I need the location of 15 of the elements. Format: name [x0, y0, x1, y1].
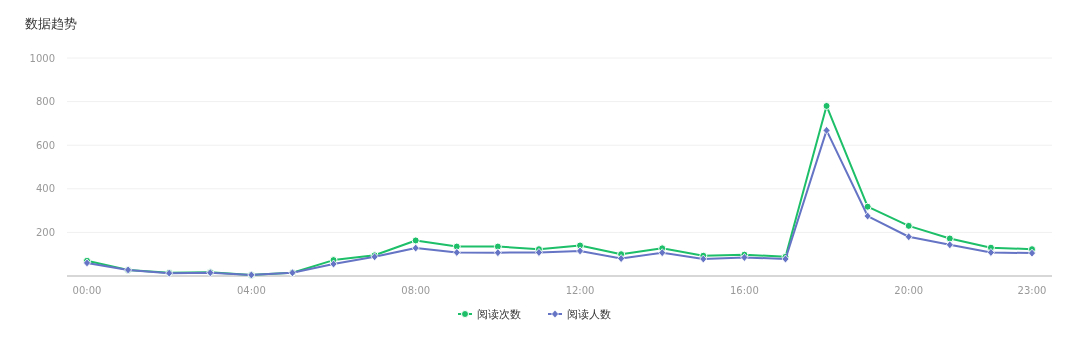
x-tick-label: 04:00 — [236, 285, 266, 296]
chart-title: 数据趋势 — [25, 16, 77, 31]
y-tick-label: 600 — [35, 139, 55, 151]
legend-label: 阅读人数 — [567, 308, 611, 321]
x-tick-label: 23:00 — [1017, 285, 1047, 296]
x-tick-label: 00:00 — [72, 285, 102, 296]
x-tick-label: 12:00 — [565, 285, 595, 296]
x-tick-label: 16:00 — [729, 285, 759, 296]
x-tick-label: 08:00 — [401, 285, 431, 296]
y-tick-label: 1000 — [29, 52, 55, 64]
y-tick-label: 400 — [35, 183, 55, 195]
x-tick-label: 20:00 — [894, 285, 924, 296]
legend-label: 阅读次数 — [477, 308, 521, 321]
y-tick-label: 200 — [35, 226, 55, 238]
y-tick-label: 800 — [35, 96, 55, 108]
